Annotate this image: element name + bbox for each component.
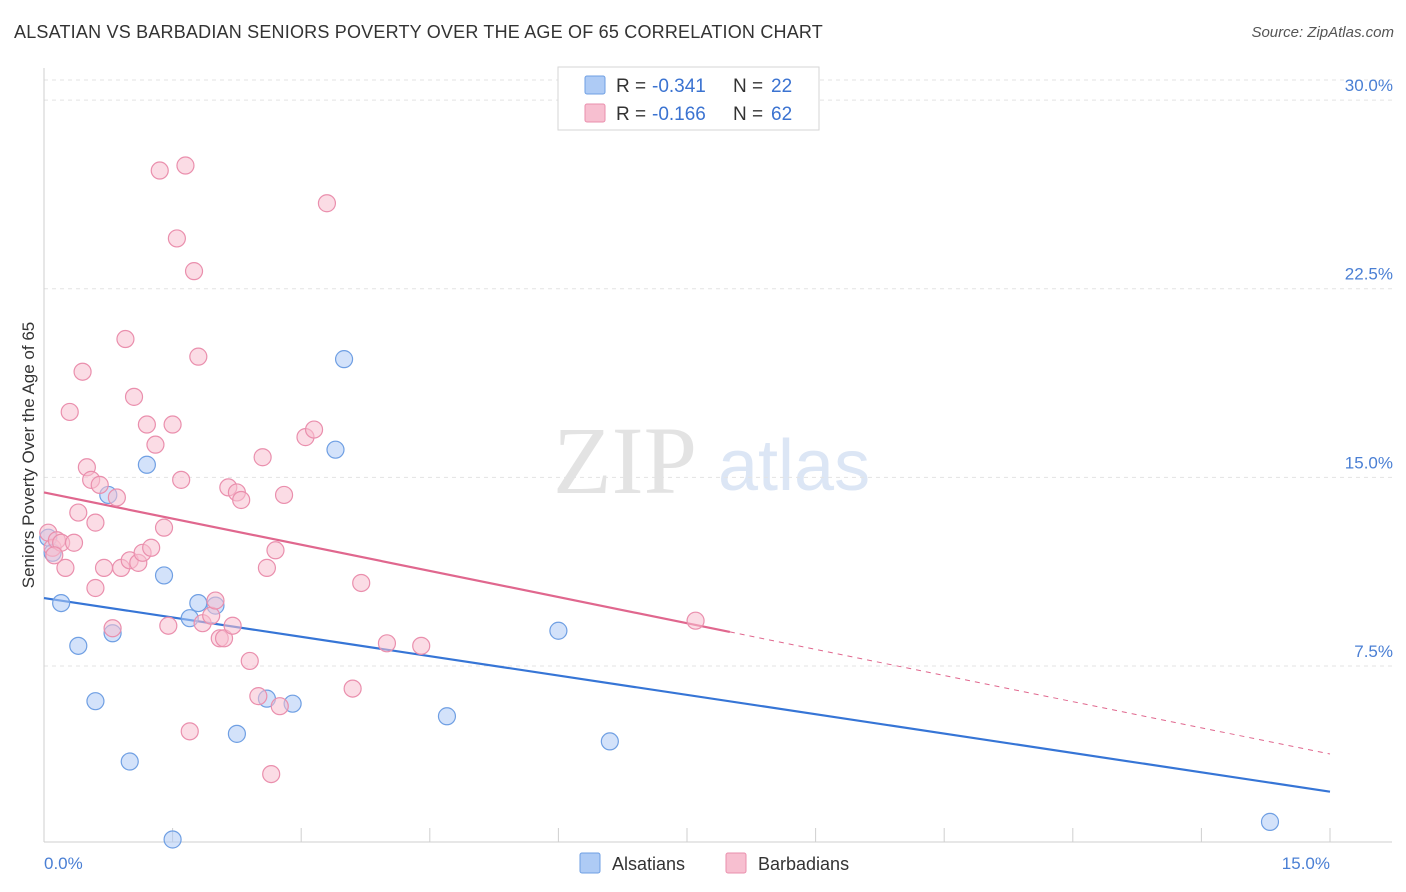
point-barbadians xyxy=(163,415,182,434)
bottom-legend-label-barbadians: Barbadians xyxy=(758,854,849,874)
point-barbadians xyxy=(146,435,165,454)
legend-swatch-alsatians xyxy=(584,75,606,95)
point-barbadians xyxy=(240,651,259,671)
point-alsatians xyxy=(120,752,139,771)
point-barbadians xyxy=(180,722,199,741)
chart-title: ALSATIAN VS BARBADIAN SENIORS POVERTY OV… xyxy=(14,22,824,42)
point-barbadians xyxy=(86,578,105,598)
y-tick-label: 7.5% xyxy=(1354,642,1393,661)
point-barbadians xyxy=(154,518,174,537)
point-barbadians xyxy=(343,679,362,698)
legend-n-label-barbadians: N = xyxy=(733,104,763,125)
point-barbadians xyxy=(167,229,186,248)
point-alsatians xyxy=(69,636,88,655)
point-alsatians xyxy=(154,566,174,585)
point-alsatians xyxy=(1260,812,1280,831)
point-barbadians xyxy=(223,616,242,635)
point-barbadians xyxy=(107,488,126,507)
point-barbadians xyxy=(412,636,431,655)
point-barbadians xyxy=(304,420,324,439)
point-barbadians xyxy=(159,616,178,635)
point-barbadians xyxy=(377,634,397,653)
trend-lines xyxy=(43,491,1331,793)
grid-lines xyxy=(44,79,1392,667)
x-tick-labels: 0.0% 15.0% xyxy=(44,854,1330,873)
point-barbadians xyxy=(257,558,277,577)
point-alsatians xyxy=(437,707,457,726)
point-barbadians xyxy=(206,591,225,610)
legend-r-value-alsatians: -0.341 xyxy=(652,76,706,97)
point-barbadians xyxy=(142,538,161,557)
point-barbadians xyxy=(214,629,234,648)
point-barbadians xyxy=(686,611,705,630)
trend-line-extension-barbadians xyxy=(729,631,1331,755)
point-barbadians xyxy=(184,262,204,281)
point-barbadians xyxy=(176,156,195,175)
point-alsatians xyxy=(600,732,619,751)
legend-n-value-barbadians: 62 xyxy=(771,104,792,125)
point-barbadians xyxy=(73,362,92,381)
point-barbadians xyxy=(60,402,79,422)
legend-r-label-alsatians: R = xyxy=(616,76,646,97)
legend-n-value-alsatians: 22 xyxy=(771,76,792,97)
point-barbadians xyxy=(45,546,64,565)
bottom-legend-swatch-barbadians xyxy=(725,852,747,874)
point-barbadians xyxy=(317,194,337,213)
point-barbadians xyxy=(137,415,156,434)
point-barbadians xyxy=(69,503,88,522)
legend-r-label-barbadians: R = xyxy=(616,104,646,125)
y-tick-label: 30.0% xyxy=(1345,76,1393,95)
point-alsatians xyxy=(326,440,345,459)
point-barbadians xyxy=(202,606,221,625)
legend-r-value-barbadians: -0.166 xyxy=(652,104,706,125)
point-alsatians xyxy=(334,350,354,369)
data-points xyxy=(39,156,1280,849)
point-barbadians xyxy=(172,470,191,489)
point-alsatians xyxy=(52,593,71,613)
bottom-legend-swatch-alsatians xyxy=(579,852,601,874)
point-barbadians xyxy=(103,619,122,638)
bottom-legend-label-alsatians: Alsatians xyxy=(612,854,685,874)
legend-swatch-barbadians xyxy=(584,103,606,123)
point-barbadians xyxy=(262,764,281,784)
point-alsatians xyxy=(549,621,568,640)
correlation-legend: R = -0.341 N = 22 R = -0.166 N = 62 xyxy=(557,66,820,131)
point-alsatians xyxy=(86,692,105,711)
y-axis-title: Seniors Poverty Over the Age of 65 xyxy=(19,322,38,588)
point-barbadians xyxy=(64,533,84,552)
x-tick-label: 0.0% xyxy=(44,854,83,873)
point-barbadians xyxy=(90,475,109,494)
y-tick-label: 22.5% xyxy=(1345,265,1393,284)
point-alsatians xyxy=(227,724,246,743)
point-barbadians xyxy=(270,697,289,716)
point-alsatians xyxy=(189,593,208,613)
point-barbadians xyxy=(86,513,105,532)
watermark-atlas: atlas xyxy=(718,426,870,506)
y-tick-labels: 7.5% 15.0% 22.5% 30.0% xyxy=(1345,76,1393,661)
point-barbadians xyxy=(94,558,114,577)
point-barbadians xyxy=(116,329,135,349)
trend-line-barbadians xyxy=(43,491,731,634)
trend-line-alsatians xyxy=(43,596,1331,793)
point-barbadians xyxy=(189,347,208,366)
point-barbadians xyxy=(232,490,251,510)
source-label: Source: ZipAtlas.com xyxy=(1251,24,1394,41)
point-barbadians xyxy=(266,541,285,560)
series-legend: Alsatians Barbadians xyxy=(579,852,849,874)
point-barbadians xyxy=(249,687,268,706)
point-barbadians xyxy=(124,387,144,406)
point-alsatians xyxy=(137,455,156,474)
point-barbadians xyxy=(274,485,294,505)
point-barbadians xyxy=(352,573,371,593)
point-barbadians xyxy=(56,558,75,577)
y-tick-label: 15.0% xyxy=(1345,453,1393,472)
point-alsatians xyxy=(163,830,182,849)
watermark: ZIP atlas xyxy=(553,407,870,514)
legend-n-label-alsatians: N = xyxy=(733,76,763,97)
x-tick-label: 15.0% xyxy=(1282,854,1330,873)
point-barbadians xyxy=(150,161,169,180)
point-barbadians xyxy=(253,448,272,467)
watermark-zip: ZIP xyxy=(553,407,697,514)
